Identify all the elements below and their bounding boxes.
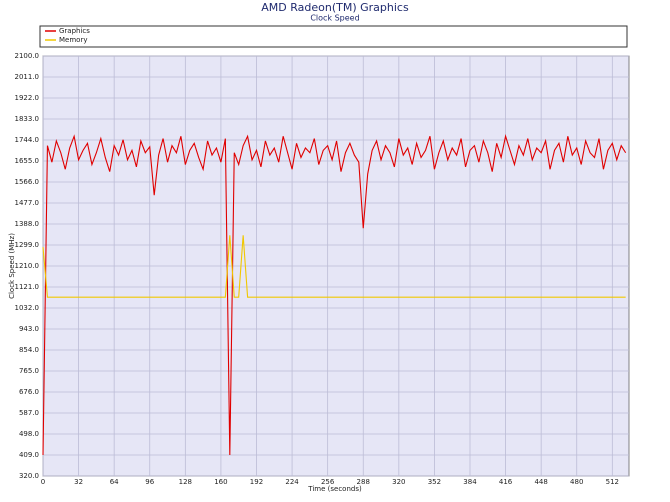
y-tick-label: 1566.0 <box>15 178 40 186</box>
y-tick-label: 943.0 <box>19 325 39 333</box>
legend-label: Graphics <box>59 27 90 35</box>
series-line <box>42 235 626 298</box>
y-tick-label: 2011.0 <box>15 73 40 81</box>
y-tick-label: 320.0 <box>19 472 39 480</box>
x-tick-label: 480 <box>570 478 583 486</box>
x-tick-label: 32 <box>74 478 83 486</box>
y-tick-label: 1477.0 <box>15 199 40 207</box>
x-tick-label: 0 <box>41 478 45 486</box>
x-tick-label: 448 <box>534 478 547 486</box>
y-tick-label: 1922.0 <box>15 94 40 102</box>
y-tick-label: 587.0 <box>19 409 39 417</box>
y-tick-label: 1833.0 <box>15 115 40 123</box>
y-tick-label: 1032.0 <box>15 304 40 312</box>
y-tick-label: 1121.0 <box>15 283 40 291</box>
x-tick-label: 512 <box>606 478 619 486</box>
y-tick-label: 498.0 <box>19 430 39 438</box>
y-tick-label: 676.0 <box>19 388 39 396</box>
y-tick-label: 1744.0 <box>15 136 40 144</box>
y-tick-label: 2100.0 <box>15 52 40 60</box>
legend-label: Memory <box>59 36 87 44</box>
chart-subtitle: Clock Speed <box>310 14 359 23</box>
y-tick-label: 854.0 <box>19 346 39 354</box>
legend-box <box>39 25 628 48</box>
y-tick-label: 1210.0 <box>15 262 40 270</box>
y-axis-label: Clock Speed (MHz) <box>8 233 16 299</box>
x-tick-label: 288 <box>357 478 370 486</box>
x-tick-label: 320 <box>392 478 405 486</box>
y-tick-label: 409.0 <box>19 451 39 459</box>
x-tick-label: 192 <box>250 478 263 486</box>
x-axis-label: Time (seconds) <box>307 485 362 493</box>
x-tick-label: 64 <box>110 478 119 486</box>
y-tick-label: 1299.0 <box>15 241 40 249</box>
x-tick-label: 224 <box>285 478 299 486</box>
y-tick-label: 1388.0 <box>15 220 40 228</box>
x-tick-label: 384 <box>463 478 477 486</box>
y-tick-label: 765.0 <box>19 367 39 375</box>
chart-title: AMD Radeon(TM) Graphics <box>261 1 409 14</box>
x-tick-label: 256 <box>321 478 335 486</box>
x-tick-label: 128 <box>179 478 192 486</box>
x-tick-label: 160 <box>214 478 227 486</box>
x-tick-label: 416 <box>499 478 513 486</box>
x-tick-label: 352 <box>428 478 441 486</box>
y-tick-label: 1655.0 <box>15 157 40 165</box>
series-line <box>42 134 627 456</box>
x-tick-label: 96 <box>145 478 154 486</box>
